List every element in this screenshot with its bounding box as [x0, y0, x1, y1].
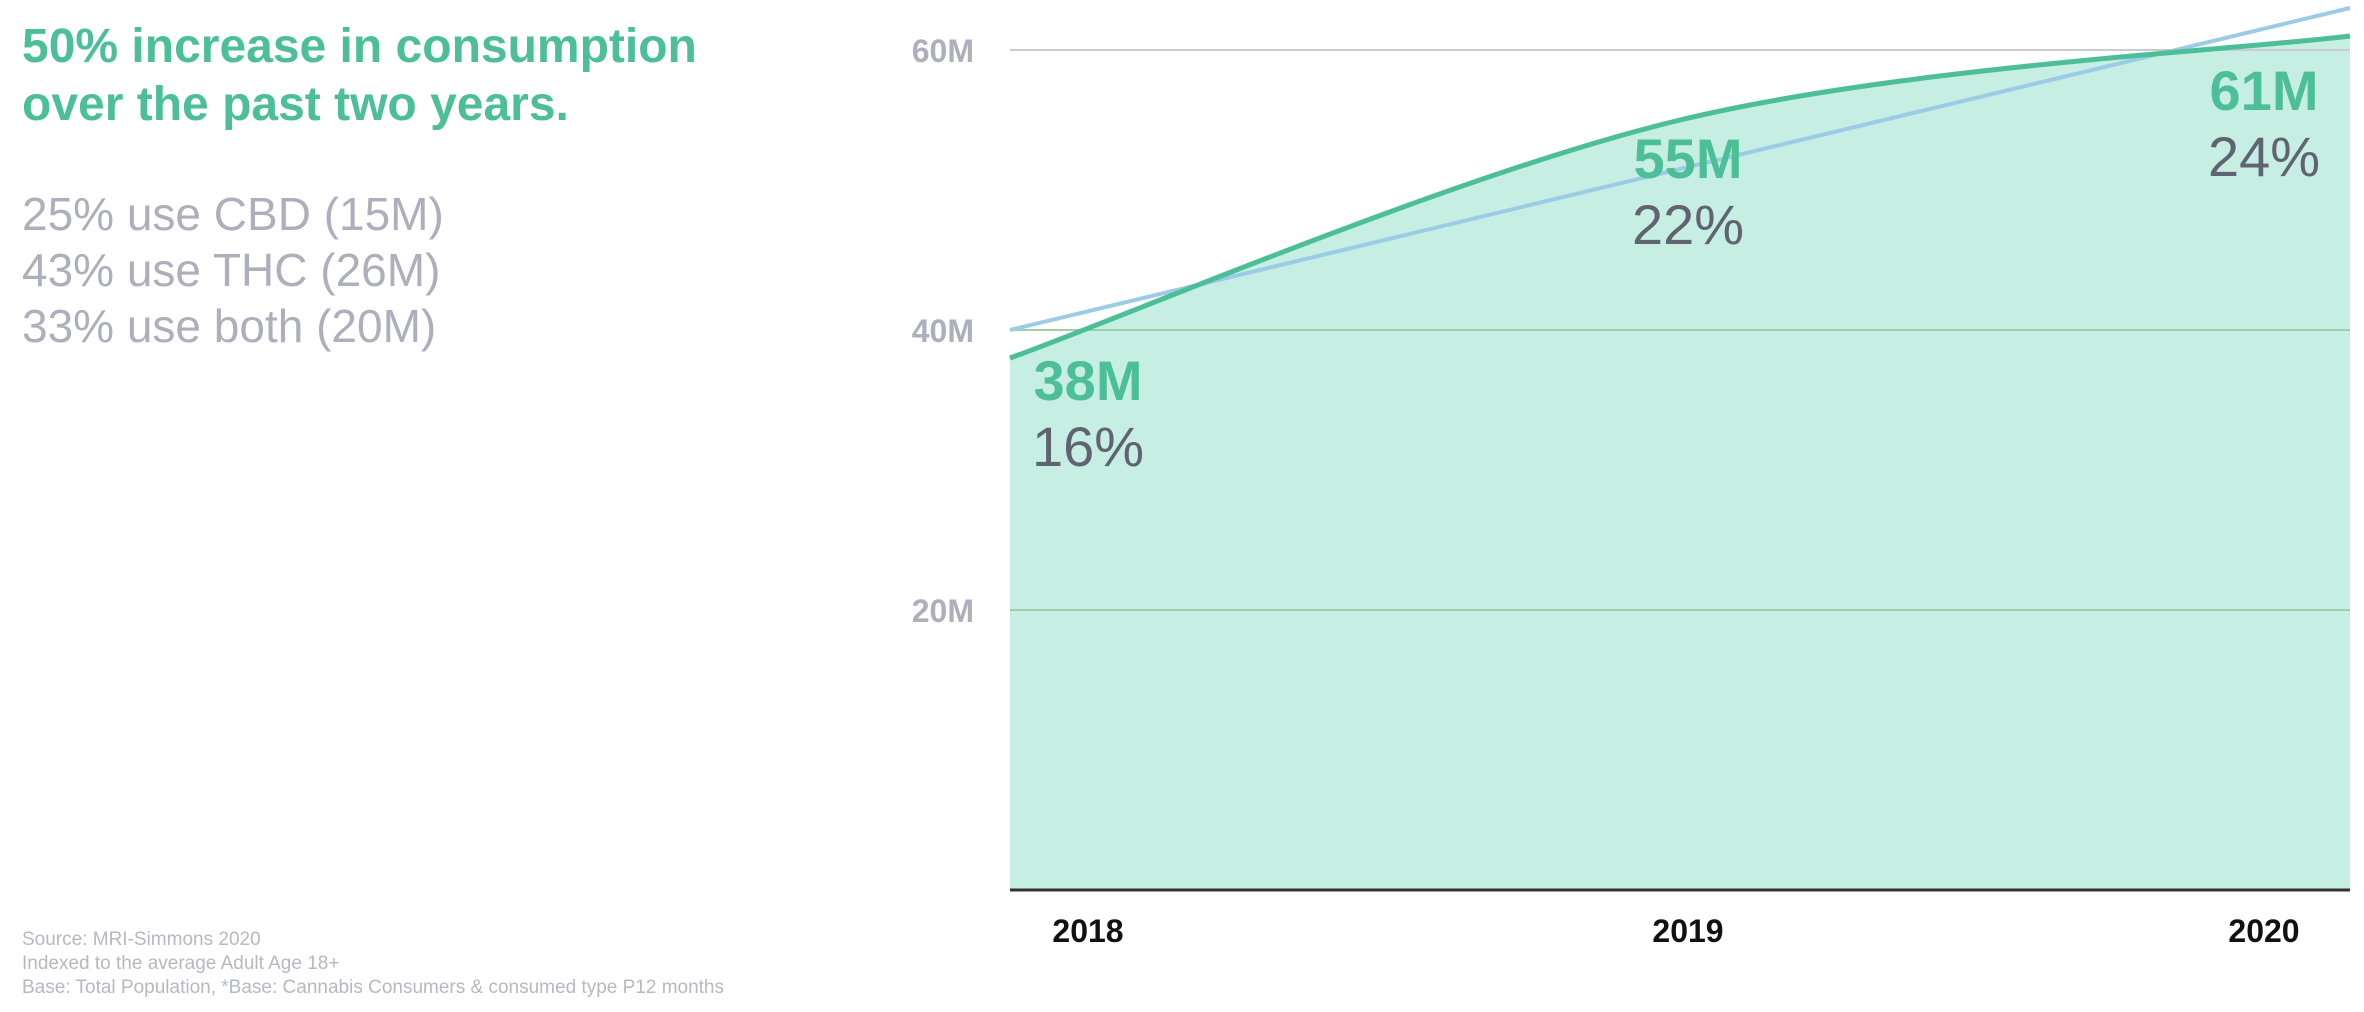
headline-line-1: 50% increase in consumption	[22, 20, 697, 73]
data-label-percent: 22%	[1632, 193, 1744, 256]
data-label-percent: 16%	[1032, 415, 1144, 478]
source-note-1: Source: MRI-Simmons 2020	[22, 929, 261, 950]
series-line	[1009, 33, 2351, 361]
x-tick-label: 2020	[2228, 913, 2299, 949]
data-label-value: 38M	[1034, 349, 1143, 412]
data-label-percent: 24%	[2208, 125, 2320, 188]
source-notes: Source: MRI-Simmons 2020 Indexed to the …	[22, 928, 724, 1000]
x-tick-label: 2018	[1052, 913, 1123, 949]
y-tick-label: 40M	[912, 313, 974, 349]
headline: 50% increase in consumption over the pas…	[22, 18, 822, 134]
stat-cbd: 25% use CBD (15M)	[22, 188, 444, 240]
stat-both: 33% use both (20M)	[22, 300, 437, 352]
source-note-2: Indexed to the average Adult Age 18+	[22, 953, 340, 974]
x-tick-label: 2019	[1652, 913, 1723, 949]
usage-stats: 25% use CBD (15M) 43% use THC (26M) 33% …	[22, 186, 444, 354]
y-tick-label: 20M	[912, 593, 974, 629]
y-tick-label: 60M	[912, 33, 974, 69]
data-label-value: 55M	[1634, 127, 1743, 190]
data-label-value: 61M	[2210, 59, 2319, 122]
stat-thc: 43% use THC (26M)	[22, 244, 441, 296]
trend-line	[1009, 6, 2351, 332]
source-note-3: Base: Total Population, *Base: Cannabis …	[22, 977, 724, 998]
headline-line-2: over the past two years.	[22, 78, 569, 131]
